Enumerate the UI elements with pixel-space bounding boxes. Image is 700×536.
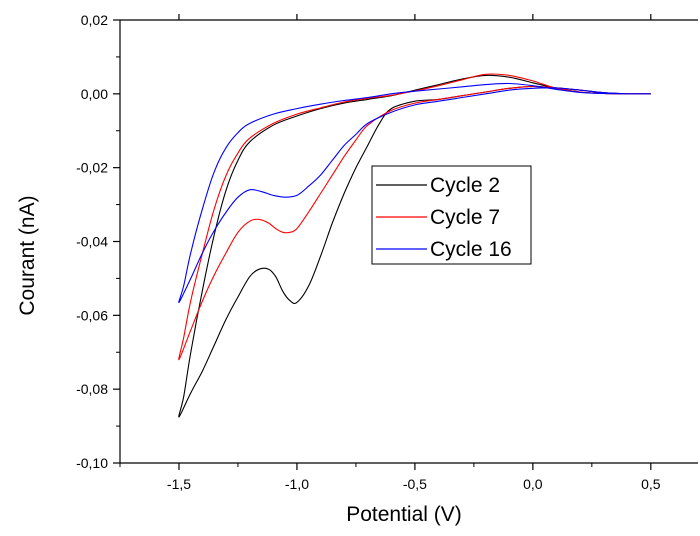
x-axis-ticks: -1,5 -1,0 -0,5 0,0 0,5 (119, 14, 661, 492)
y-tick-label: 0,00 (81, 86, 108, 102)
y-tick-label: 0,02 (81, 12, 108, 28)
x-tick-label: 0,5 (641, 476, 661, 492)
x-tick-label: -1,5 (167, 476, 191, 492)
y-tick-label: -0,10 (76, 455, 108, 471)
series-layer (178, 73, 651, 418)
y-tick-label: -0,02 (76, 160, 108, 176)
y-tick-label: -0,08 (76, 381, 108, 397)
legend-label: Cycle 2 (430, 174, 500, 197)
series-line-3 (178, 82, 651, 303)
y-tick-label: -0,06 (76, 307, 108, 323)
y-axis-ticks: 0,02 0,00 -0,02 -0,04 -0,06 -0,08 -0,10 (76, 12, 120, 471)
x-tick-label: 0,0 (523, 476, 543, 492)
legend: Cycle 2 Cycle 7 Cycle 16 (371, 165, 532, 265)
x-axis-title: Potential (V) (346, 503, 462, 526)
y-tick-label: -0,04 (76, 234, 108, 250)
y-axis-title: Courant (nA) (16, 195, 39, 315)
x-tick-label: -0,5 (403, 476, 427, 492)
x-tick-label: -1,0 (285, 476, 309, 492)
series-line-2 (178, 73, 651, 361)
legend-label: Cycle 16 (430, 238, 512, 261)
legend-box (371, 165, 532, 265)
legend-label: Cycle 7 (430, 206, 500, 229)
